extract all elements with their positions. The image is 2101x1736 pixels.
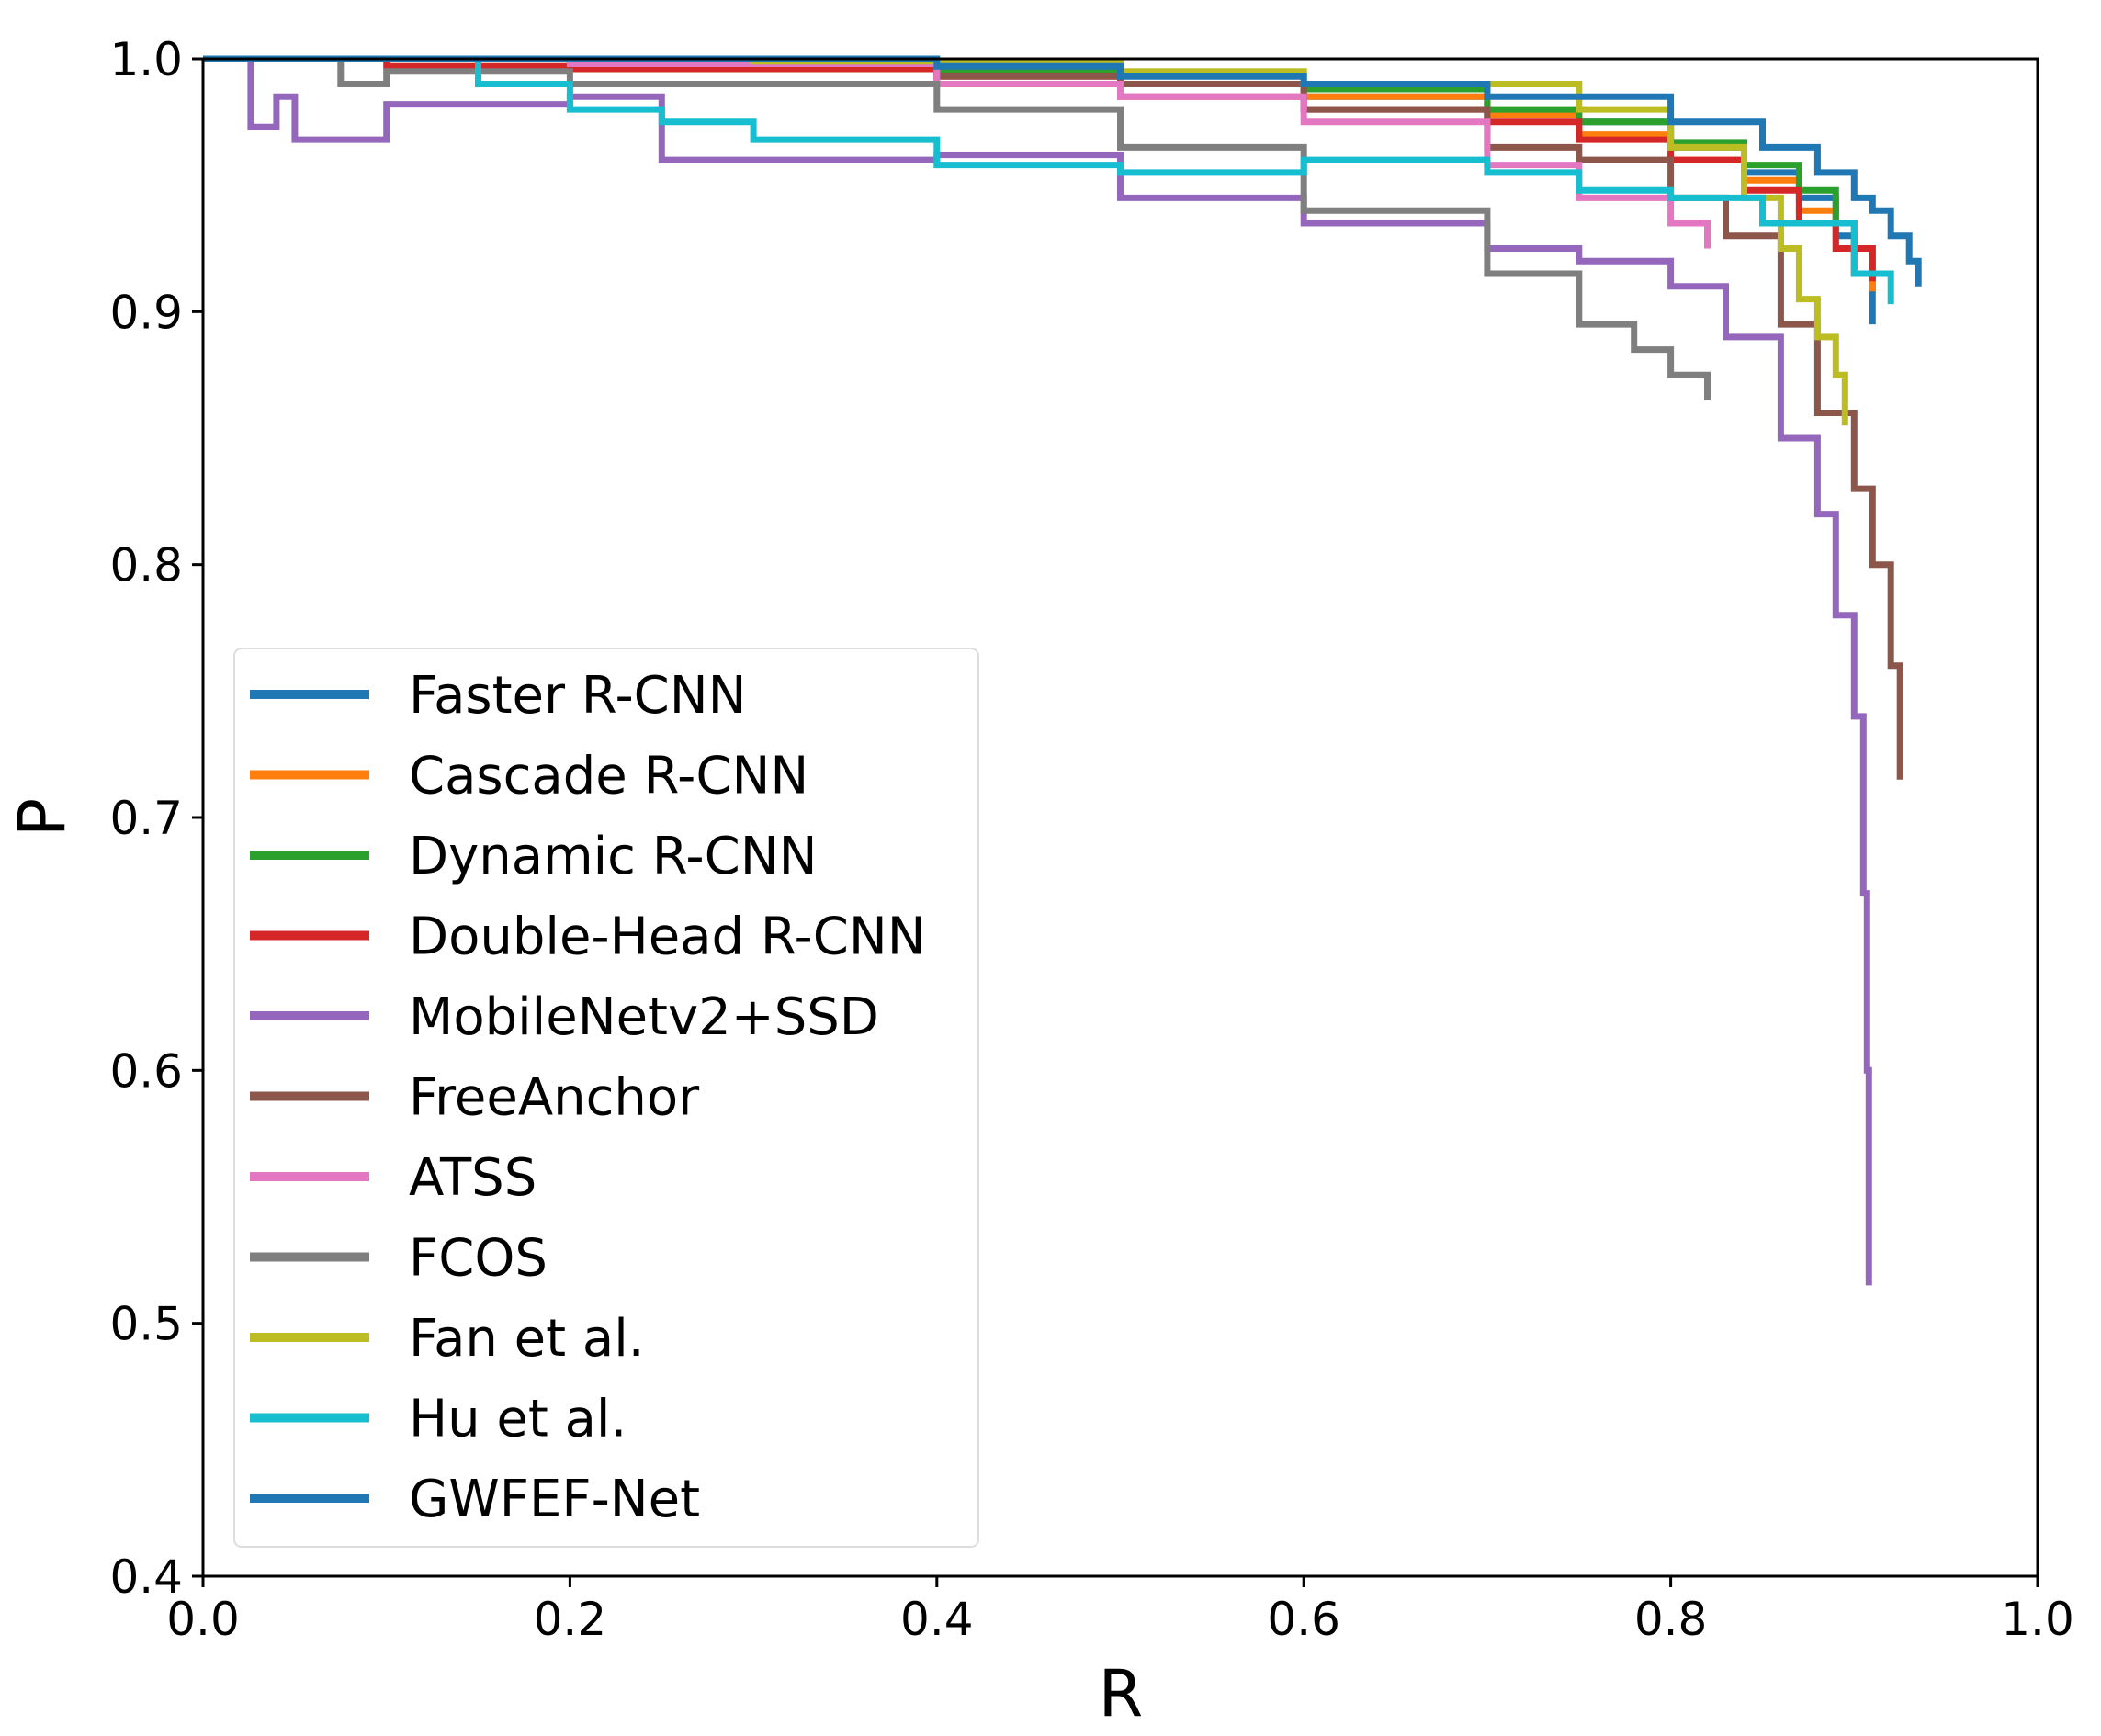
- y-tick-label: 0.5: [109, 1298, 183, 1351]
- x-axis-ticks: 0.0 0.2 0.4 0.6 0.8 1.0: [166, 1576, 2074, 1646]
- legend: Faster R-CNN Cascade R-CNN Dynamic R-CNN Do…: [233, 648, 979, 1548]
- legend-label: ATSS: [409, 1148, 537, 1208]
- y-axis-label: P: [5, 798, 80, 837]
- y-tick-label: 1.0: [109, 33, 183, 86]
- legend-label: MobileNetv2+SSD: [409, 987, 879, 1047]
- x-tick-label: 0.4: [900, 1593, 974, 1646]
- y-tick-label: 0.4: [109, 1550, 183, 1604]
- x-tick-label: 0.2: [534, 1593, 607, 1646]
- x-tick-label: 1.0: [2001, 1593, 2074, 1646]
- series-line-gwfef-net: [203, 55, 1922, 287]
- y-tick-label: 0.7: [109, 792, 183, 845]
- series-layer: [203, 55, 1922, 1286]
- legend-label: FCOS: [409, 1229, 548, 1289]
- y-axis-ticks: 0.4 0.5 0.6 0.7 0.8 0.9 1.0: [109, 33, 203, 1604]
- legend-label: GWFEF-Net: [409, 1470, 700, 1529]
- legend-label: Hu et al.: [409, 1390, 627, 1449]
- series-line-fcos: [203, 55, 1711, 400]
- legend-label: Cascade R-CNN: [409, 747, 808, 806]
- x-tick-label: 0.6: [1267, 1593, 1340, 1646]
- x-tick-label: 0.0: [166, 1593, 240, 1646]
- legend-label: Double-Head R-CNN: [409, 907, 926, 967]
- legend-label: Dynamic R-CNN: [409, 827, 818, 886]
- x-tick-label: 0.8: [1634, 1593, 1708, 1646]
- y-tick-label: 0.6: [109, 1044, 183, 1098]
- y-tick-label: 0.9: [109, 286, 183, 339]
- x-axis-label: R: [1099, 1656, 1144, 1731]
- series-line-hu-et-al: [203, 55, 1894, 305]
- legend-label: Fan et al.: [409, 1309, 645, 1369]
- legend-box: [233, 648, 979, 1548]
- legend-label: Faster R-CNN: [409, 666, 747, 726]
- legend-label: FreeAnchor: [409, 1068, 700, 1128]
- y-tick-label: 0.8: [109, 539, 183, 592]
